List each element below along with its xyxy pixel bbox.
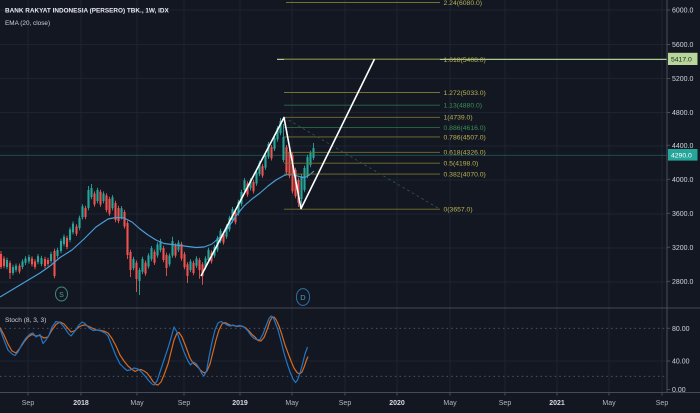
svg-text:2.24(6080.0): 2.24(6080.0)	[444, 0, 483, 7]
svg-text:Sep: Sep	[499, 400, 512, 407]
svg-text:May: May	[443, 400, 457, 407]
svg-text:2019: 2019	[232, 400, 248, 407]
svg-text:2021: 2021	[549, 400, 565, 407]
svg-text:EMA (20, close): EMA (20, close)	[5, 20, 50, 27]
svg-text:0(3657.0): 0(3657.0)	[444, 207, 473, 214]
svg-text:6000.0: 6000.0	[672, 8, 694, 15]
svg-text:4290.0: 4290.0	[671, 153, 692, 160]
svg-text:May: May	[602, 400, 616, 407]
svg-text:4800.0: 4800.0	[672, 110, 694, 117]
svg-text:40.00: 40.00	[672, 359, 690, 366]
svg-text:5417.0: 5417.0	[671, 57, 692, 64]
svg-text:3200.0: 3200.0	[672, 245, 694, 252]
svg-text:BANK RAKYAT INDONESIA (PERSERO: BANK RAKYAT INDONESIA (PERSERO) TBK., 1W…	[5, 7, 170, 14]
svg-text:80.00: 80.00	[672, 326, 690, 333]
svg-text:5200.0: 5200.0	[672, 76, 694, 83]
svg-text:0.5(4198.0): 0.5(4198.0)	[444, 161, 479, 168]
svg-text:Sep: Sep	[656, 400, 669, 407]
svg-text:0.382(4070.0): 0.382(4070.0)	[444, 172, 486, 179]
svg-text:0.886(4616.0): 0.886(4616.0)	[444, 125, 486, 132]
svg-text:0.618(4326.0): 0.618(4326.0)	[444, 150, 486, 157]
svg-text:3600.0: 3600.0	[672, 211, 694, 218]
svg-text:4400.0: 4400.0	[672, 143, 694, 150]
svg-text:0.786(4507.0): 0.786(4507.0)	[444, 134, 486, 141]
svg-text:1(4739.0): 1(4739.0)	[444, 115, 473, 122]
svg-text:2800.0: 2800.0	[672, 279, 694, 286]
svg-text:D: D	[300, 293, 306, 302]
svg-text:1.618(5408.0): 1.618(5408.0)	[444, 57, 486, 64]
svg-text:2018: 2018	[73, 400, 89, 407]
svg-text:Sep: Sep	[178, 400, 191, 407]
svg-text:May: May	[285, 400, 299, 407]
svg-text:Sep: Sep	[22, 400, 35, 407]
svg-text:May: May	[130, 400, 144, 407]
svg-text:2020: 2020	[389, 400, 405, 407]
svg-text:Stoch (8, 3, 3): Stoch (8, 3, 3)	[5, 317, 46, 324]
svg-text:1.13(4880.0): 1.13(4880.0)	[444, 103, 483, 110]
svg-text:4000.0: 4000.0	[672, 177, 694, 184]
svg-text:S: S	[59, 292, 64, 299]
svg-text:0.00: 0.00	[672, 387, 686, 394]
svg-text:5600.0: 5600.0	[672, 42, 694, 49]
svg-text:1.272(5033.0): 1.272(5033.0)	[444, 90, 486, 97]
svg-text:Sep: Sep	[339, 400, 352, 407]
